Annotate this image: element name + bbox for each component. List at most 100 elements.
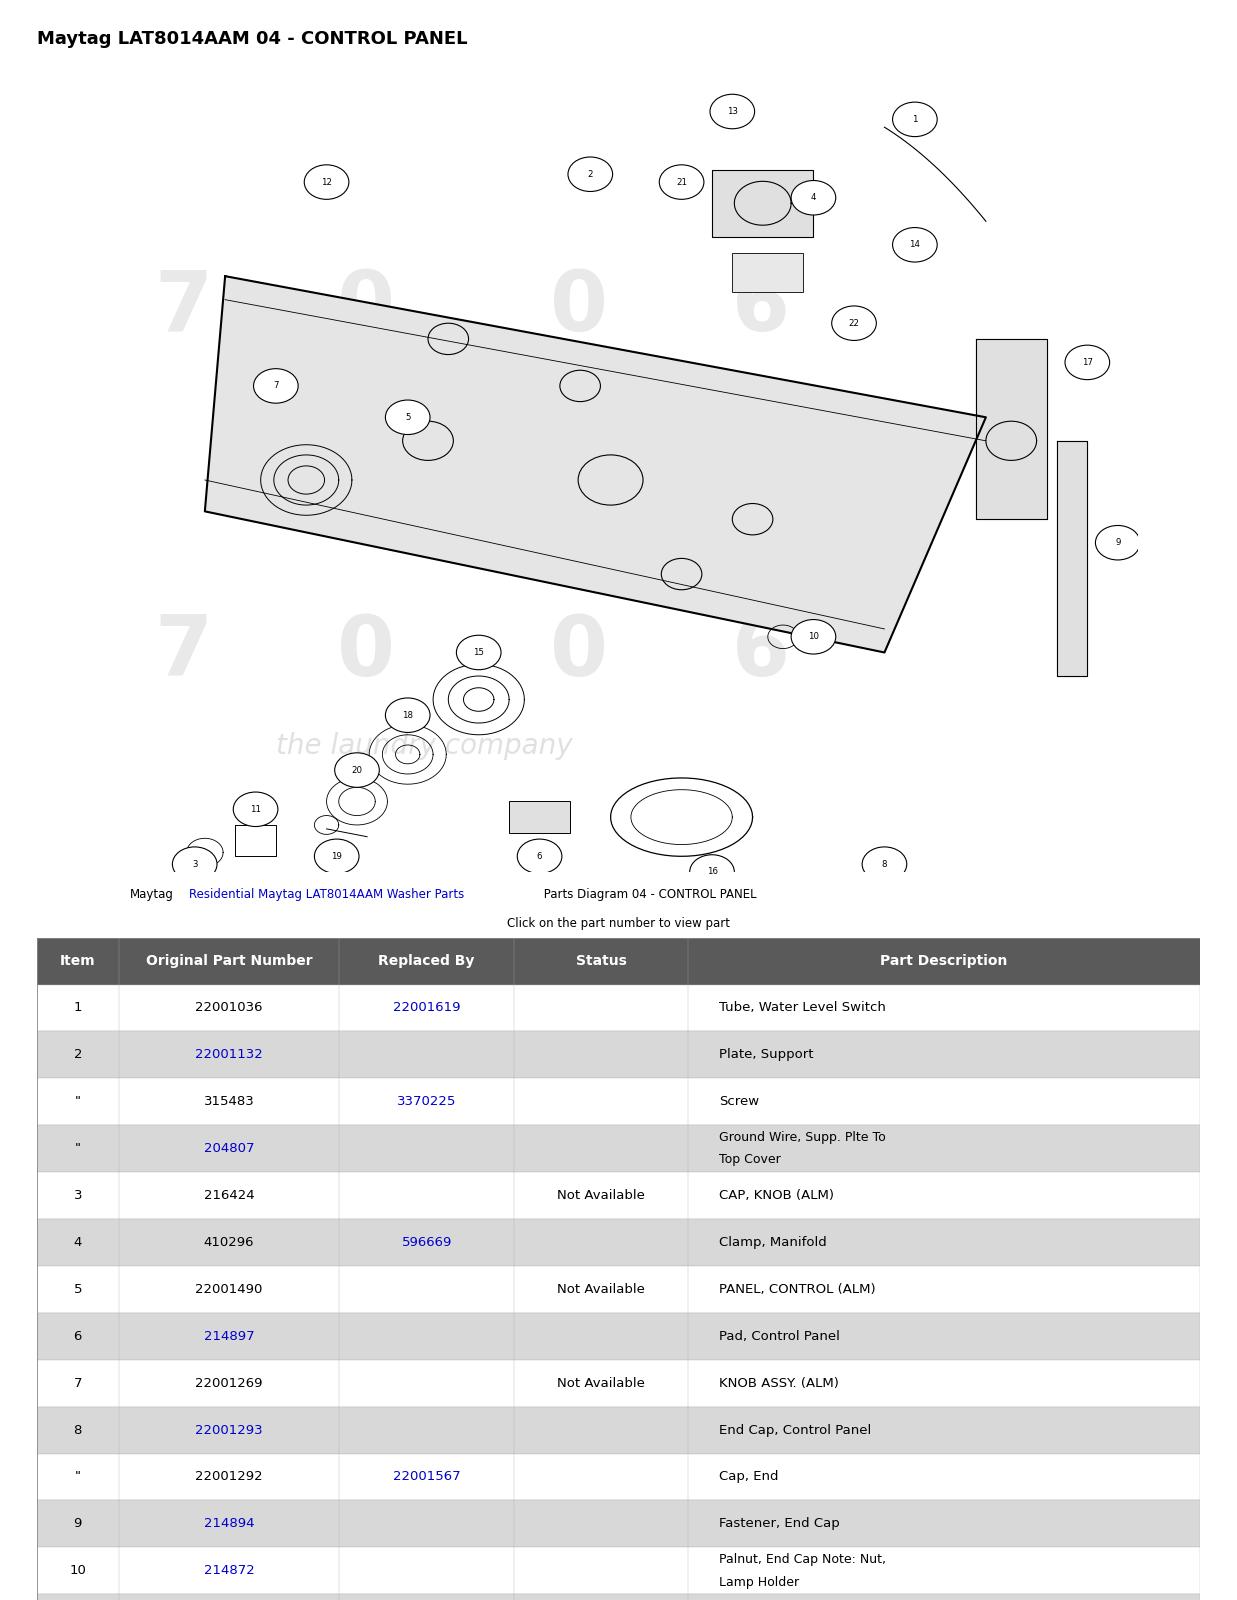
Bar xyxy=(713,170,814,237)
Text: KNOB ASSY. (ALM): KNOB ASSY. (ALM) xyxy=(719,1376,839,1390)
Circle shape xyxy=(710,94,755,128)
Circle shape xyxy=(862,846,907,882)
Text: 20: 20 xyxy=(351,765,362,774)
Text: 15: 15 xyxy=(474,648,484,658)
Text: Not Available: Not Available xyxy=(557,1189,644,1202)
Text: Pad, Control Panel: Pad, Control Panel xyxy=(719,1330,840,1342)
Text: 22001292: 22001292 xyxy=(195,1470,262,1483)
Circle shape xyxy=(1096,525,1141,560)
Text: 216424: 216424 xyxy=(204,1189,255,1202)
Text: 204807: 204807 xyxy=(204,1142,255,1155)
Bar xyxy=(37,1453,1200,1501)
Text: 214872: 214872 xyxy=(204,1565,255,1578)
Circle shape xyxy=(386,698,430,733)
Text: 16: 16 xyxy=(706,867,717,877)
Text: 0: 0 xyxy=(336,267,395,349)
Bar xyxy=(37,938,1200,984)
Text: 13: 13 xyxy=(727,107,737,117)
Text: 22001036: 22001036 xyxy=(195,1002,262,1014)
Text: 12: 12 xyxy=(322,178,332,187)
Text: 4: 4 xyxy=(74,1235,82,1250)
Text: 22001490: 22001490 xyxy=(195,1283,262,1296)
Bar xyxy=(37,984,1200,1032)
Circle shape xyxy=(659,165,704,200)
Text: Clamp, Manifold: Clamp, Manifold xyxy=(719,1235,826,1250)
Text: Status: Status xyxy=(575,954,626,968)
Text: 22001619: 22001619 xyxy=(393,1002,460,1014)
Circle shape xyxy=(690,854,735,890)
Text: 14: 14 xyxy=(909,240,920,250)
Text: 0: 0 xyxy=(549,267,607,349)
Polygon shape xyxy=(205,277,986,653)
Text: 6: 6 xyxy=(732,611,790,693)
Text: Maytag: Maytag xyxy=(130,888,174,901)
Bar xyxy=(37,1312,1200,1360)
Text: Residential Maytag LAT8014AAM Washer Parts: Residential Maytag LAT8014AAM Washer Par… xyxy=(189,888,464,901)
Text: PANEL, CONTROL (ALM): PANEL, CONTROL (ALM) xyxy=(719,1283,876,1296)
Text: 9: 9 xyxy=(74,1517,82,1530)
Text: 8: 8 xyxy=(74,1424,82,1437)
Circle shape xyxy=(1065,346,1110,379)
Text: 21: 21 xyxy=(677,178,687,187)
Circle shape xyxy=(831,306,876,341)
Circle shape xyxy=(335,754,380,787)
Text: 3: 3 xyxy=(73,1189,82,1202)
Text: CAP, KNOB (ALM): CAP, KNOB (ALM) xyxy=(719,1189,834,1202)
Text: Item: Item xyxy=(61,954,95,968)
Text: Parts Diagram 04 - CONTROL PANEL: Parts Diagram 04 - CONTROL PANEL xyxy=(541,888,757,901)
Circle shape xyxy=(568,157,612,192)
Polygon shape xyxy=(976,339,1047,518)
Circle shape xyxy=(172,846,216,882)
Text: Maytag LAT8014AAM 04 - CONTROL PANEL: Maytag LAT8014AAM 04 - CONTROL PANEL xyxy=(37,30,468,48)
Bar xyxy=(37,1078,1200,1125)
Text: 6: 6 xyxy=(732,267,790,349)
Circle shape xyxy=(386,400,430,435)
Text: 22001567: 22001567 xyxy=(393,1470,460,1483)
Text: Top Cover: Top Cover xyxy=(719,1154,781,1166)
Circle shape xyxy=(517,838,562,874)
Text: 410296: 410296 xyxy=(204,1235,255,1250)
Text: 22: 22 xyxy=(849,318,860,328)
Text: 17: 17 xyxy=(1082,358,1092,366)
Bar xyxy=(732,253,803,291)
Text: 6: 6 xyxy=(74,1330,82,1342)
Text: 2: 2 xyxy=(588,170,593,179)
Text: 22001269: 22001269 xyxy=(195,1376,262,1390)
Circle shape xyxy=(304,165,349,200)
Bar xyxy=(37,1219,1200,1266)
Text: Replaced By: Replaced By xyxy=(379,954,475,968)
Text: 214894: 214894 xyxy=(204,1517,255,1530)
Text: 596669: 596669 xyxy=(402,1235,452,1250)
Text: 2: 2 xyxy=(73,1048,82,1061)
Bar xyxy=(37,1360,1200,1406)
Text: Screw: Screw xyxy=(719,1096,760,1109)
Text: Not Available: Not Available xyxy=(557,1283,644,1296)
Text: the laundry company: the laundry company xyxy=(276,733,573,760)
Polygon shape xyxy=(1056,440,1087,675)
Bar xyxy=(37,1173,1200,1219)
Circle shape xyxy=(456,635,501,670)
Circle shape xyxy=(893,102,938,136)
Text: 6: 6 xyxy=(537,851,542,861)
Circle shape xyxy=(254,368,298,403)
Circle shape xyxy=(314,838,359,874)
Circle shape xyxy=(792,619,836,654)
Text: 5: 5 xyxy=(73,1283,82,1296)
Text: 19: 19 xyxy=(332,851,343,861)
Text: 18: 18 xyxy=(402,710,413,720)
Text: ": " xyxy=(74,1142,80,1155)
Text: Cap, End: Cap, End xyxy=(719,1470,778,1483)
Text: 7: 7 xyxy=(273,381,278,390)
Text: 214897: 214897 xyxy=(204,1330,255,1342)
Text: 9: 9 xyxy=(1115,538,1121,547)
Text: 7: 7 xyxy=(73,1376,82,1390)
Text: 8: 8 xyxy=(882,859,887,869)
Bar xyxy=(510,802,570,832)
Text: Palnut, End Cap Note: Nut,: Palnut, End Cap Note: Nut, xyxy=(719,1554,886,1566)
Bar xyxy=(37,1501,1200,1547)
Text: 10: 10 xyxy=(808,632,819,642)
Text: Click on the part number to view part: Click on the part number to view part xyxy=(507,917,730,930)
Text: 3: 3 xyxy=(192,859,198,869)
Text: 3370225: 3370225 xyxy=(397,1096,456,1109)
Text: 1: 1 xyxy=(912,115,918,123)
